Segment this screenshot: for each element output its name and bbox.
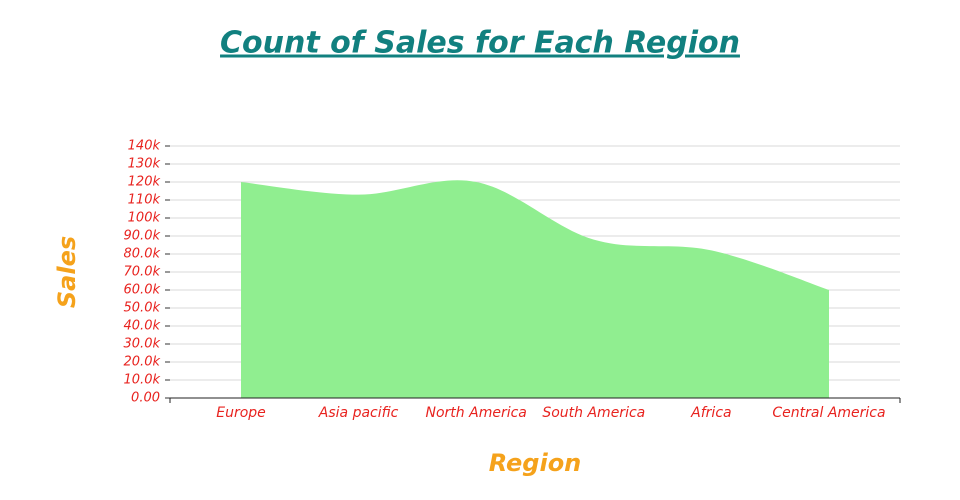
y-tick-label: 110k — [128, 193, 161, 208]
x-tick-label: Asia pacific — [318, 405, 399, 421]
y-tick-label: 100k — [128, 211, 161, 226]
y-tick-label: 130k — [128, 157, 161, 172]
y-tick-label: 140k — [128, 139, 161, 154]
x-tick-label: Europe — [216, 405, 266, 421]
y-tick-label: 90.0k — [124, 229, 161, 244]
y-tick-label: 20.0k — [124, 355, 161, 370]
x-tick-label: Africa — [690, 405, 731, 421]
y-tick-label: 0.00 — [131, 391, 160, 406]
x-tick-label: Central America — [772, 405, 885, 421]
y-tick-label: 40.0k — [124, 319, 161, 334]
x-tick-label: South America — [542, 405, 645, 421]
y-tick-label: 120k — [128, 175, 161, 190]
chart-title: Count of Sales for Each Region — [220, 26, 740, 61]
y-tick-label: 30.0k — [124, 337, 161, 352]
y-tick-label: 70.0k — [124, 265, 161, 280]
y-axis-title: Sales — [53, 236, 81, 308]
y-tick-label: 80.0k — [124, 247, 161, 262]
y-tick-label: 60.0k — [124, 283, 161, 298]
area — [241, 180, 829, 398]
y-tick-label: 10.0k — [124, 373, 161, 388]
x-tick-label: North America — [426, 405, 527, 421]
y-tick-label: 50.0k — [124, 301, 161, 316]
x-axis-title: Region — [489, 449, 582, 477]
